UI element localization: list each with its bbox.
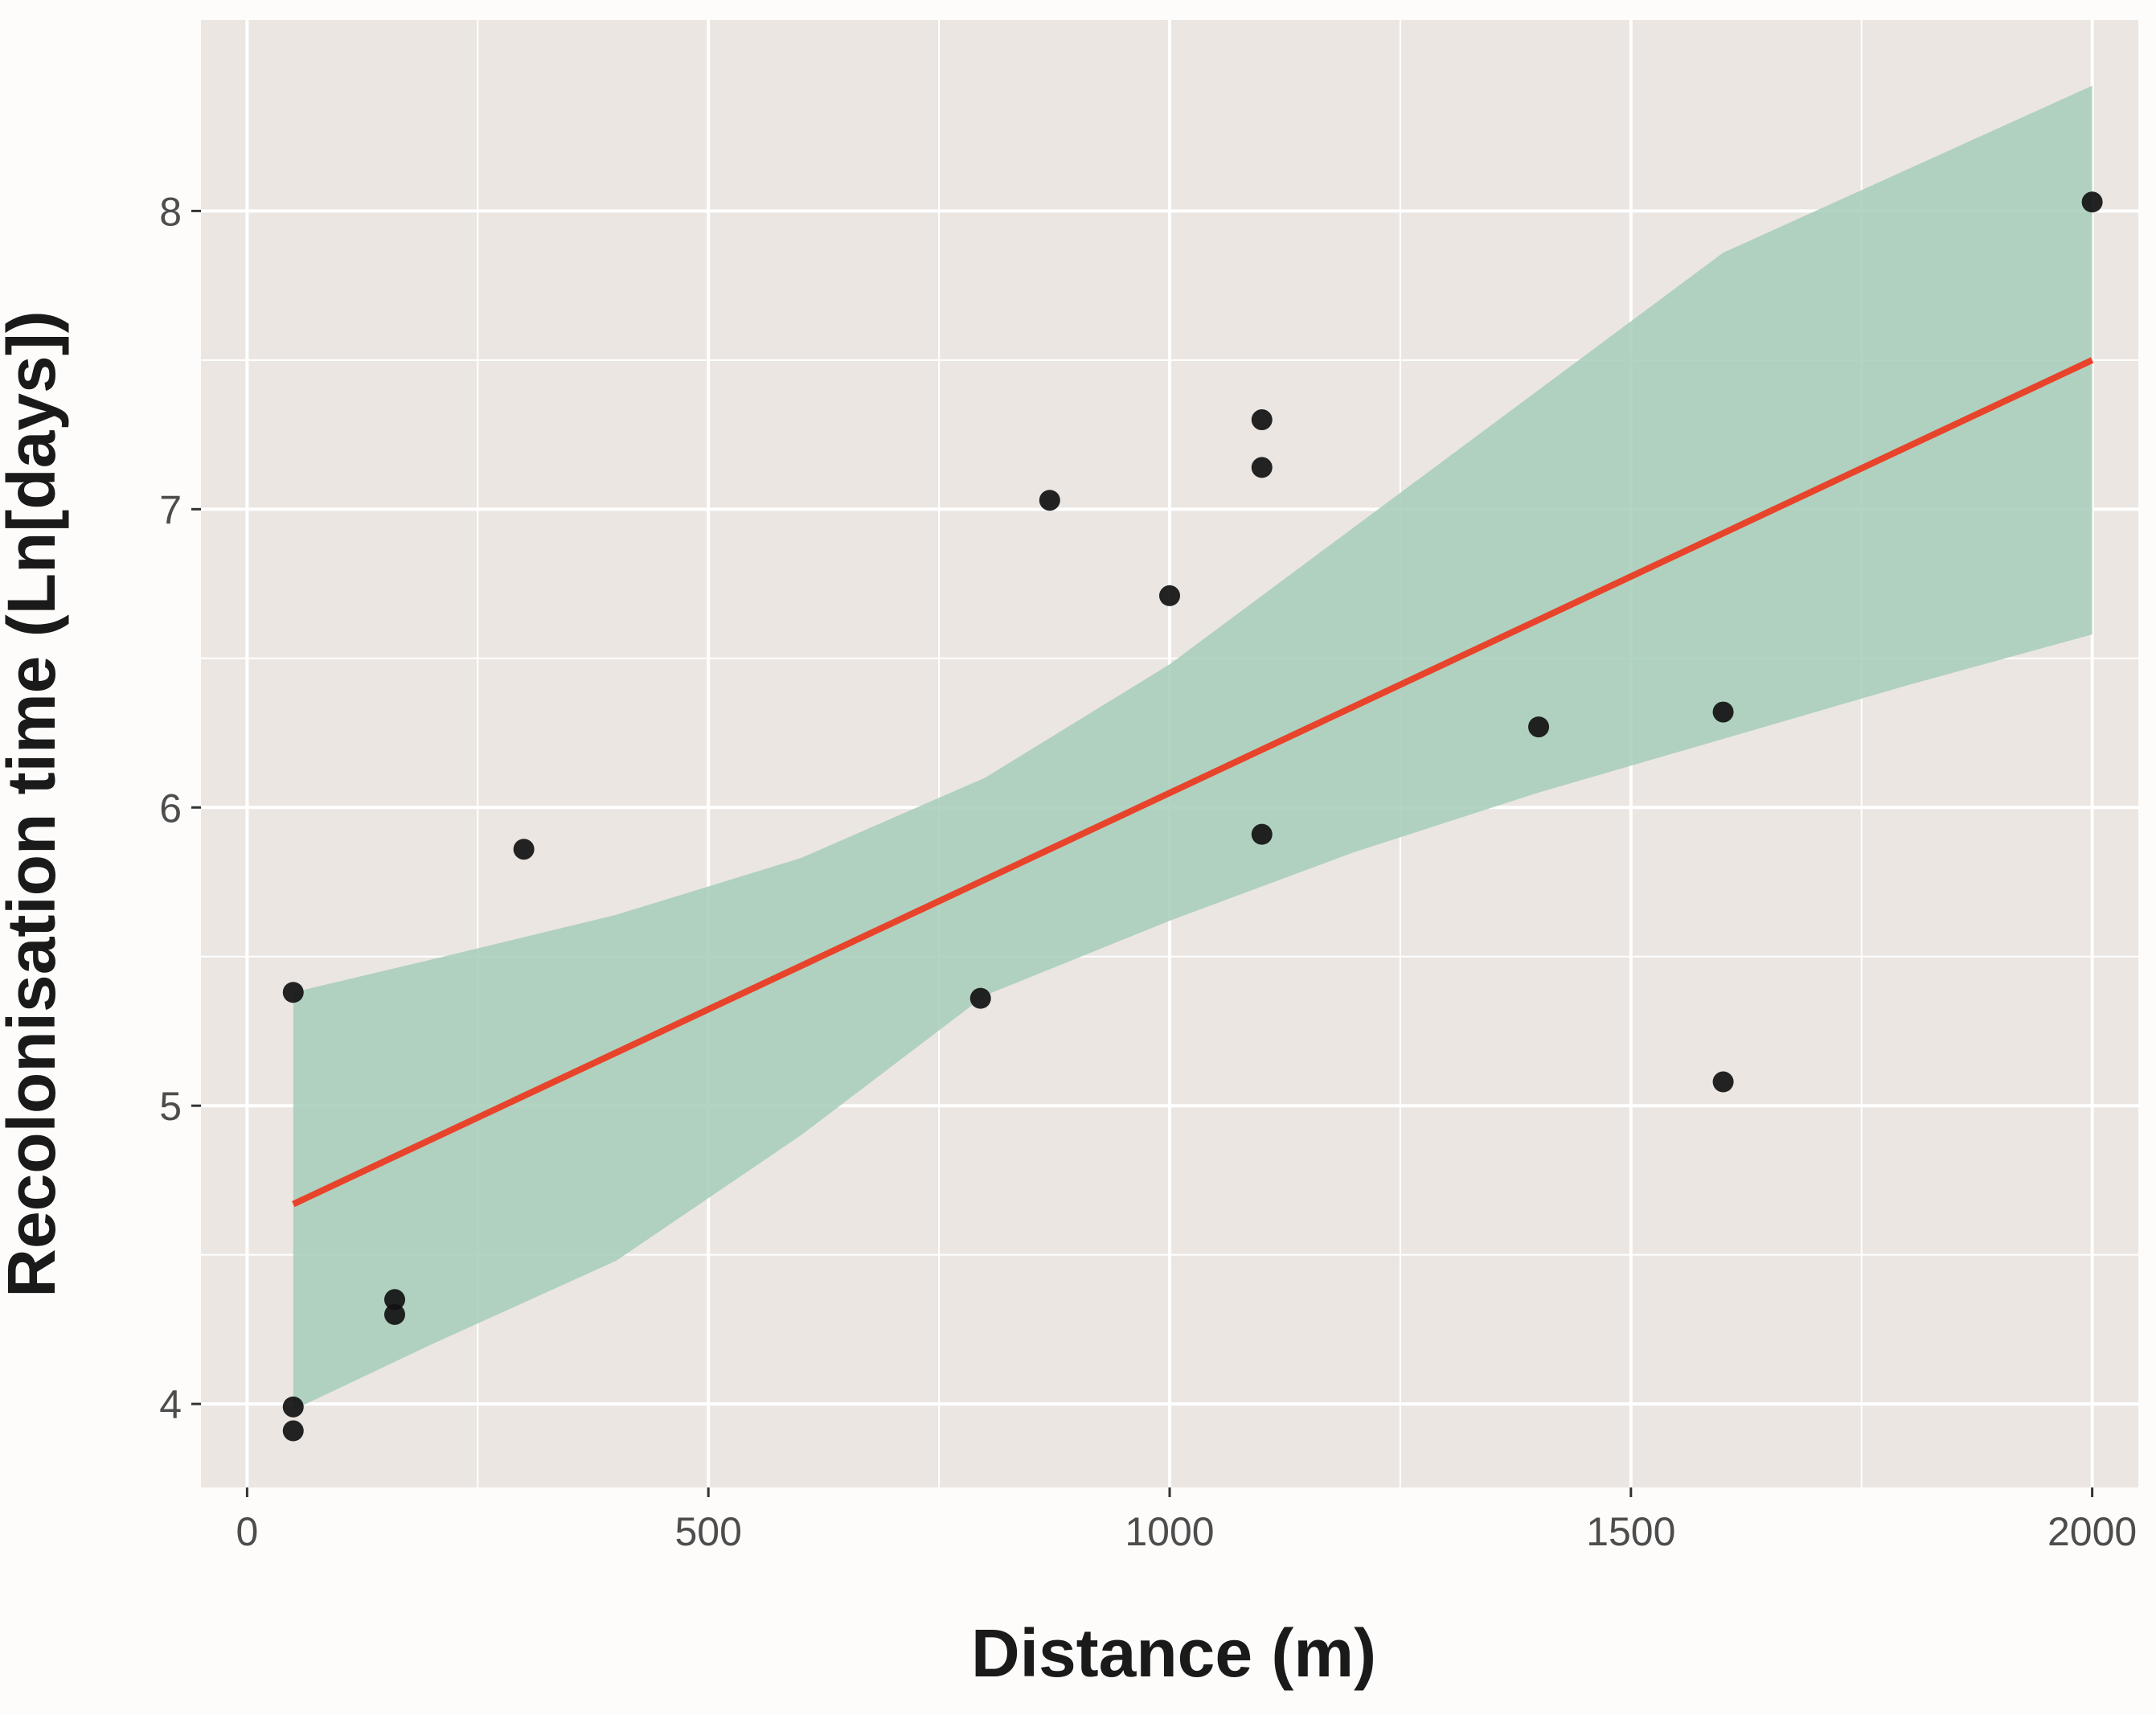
y-tick-label: 5 [159, 1084, 182, 1129]
data-point [513, 839, 535, 860]
y-axis-ticks: 4 5 6 7 8 [159, 189, 201, 1427]
data-point [282, 1396, 304, 1418]
data-point [1251, 823, 1273, 845]
data-point [1159, 585, 1180, 606]
confidence-band [293, 85, 2092, 1410]
y-tick-label: 6 [159, 786, 182, 831]
y-tick-label: 4 [159, 1382, 182, 1427]
y-tick-label: 7 [159, 487, 182, 532]
data-point [384, 1303, 405, 1325]
data-point [1712, 701, 1734, 723]
x-tick-label: 500 [674, 1509, 741, 1554]
data-points [282, 191, 2103, 1442]
data-point [282, 982, 304, 1003]
x-axis-title: Distance (m) [971, 1615, 1376, 1691]
data-point [969, 987, 991, 1009]
y-axis-title: Recolonisation time (Ln[days]) [0, 310, 69, 1297]
y-tick-label: 8 [159, 189, 182, 234]
data-point [2081, 191, 2103, 213]
x-tick-label: 0 [236, 1509, 258, 1554]
data-point [1039, 490, 1060, 511]
data-point [384, 1289, 405, 1311]
x-tick-label: 1500 [1586, 1509, 1675, 1554]
data-point [282, 1420, 304, 1442]
x-tick-label: 2000 [2047, 1509, 2137, 1554]
x-axis-ticks: 0 500 1000 1500 2000 [236, 1487, 2137, 1554]
regression-line [292, 357, 2094, 1208]
x-tick-label: 1000 [1125, 1509, 1214, 1554]
data-point [1251, 409, 1273, 431]
data-point [1251, 457, 1273, 478]
data-point [1528, 716, 1550, 738]
data-point [1712, 1071, 1734, 1093]
